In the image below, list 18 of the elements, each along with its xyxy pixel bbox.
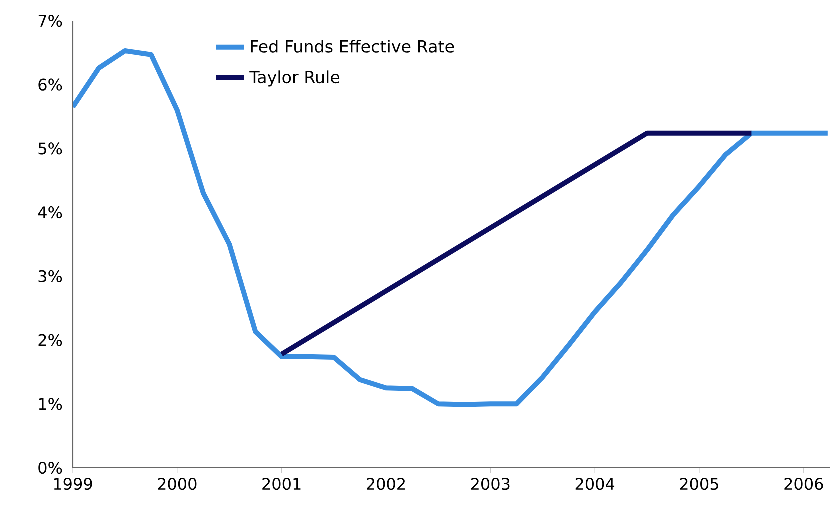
y-tick-label: 2% xyxy=(38,334,62,346)
y-tick-label: 1% xyxy=(39,398,62,410)
x-tick-label: 1999 xyxy=(54,478,92,490)
x-tick-label: 2004 xyxy=(576,478,615,490)
x-tick-label: 2005 xyxy=(680,478,718,490)
y-tick-label: 5% xyxy=(38,142,62,155)
y-tick-label: 6% xyxy=(38,78,62,91)
x-tick-label: 2003 xyxy=(471,478,510,490)
legend-label: Fed Funds Effective Rate xyxy=(251,40,454,53)
y-tick-label: 0% xyxy=(38,462,62,474)
x-tick-label: 2000 xyxy=(158,478,197,490)
y-tick-label: 4% xyxy=(38,206,62,219)
x-tick-label: 2001 xyxy=(262,478,301,490)
x-tick-label: 2006 xyxy=(784,478,824,490)
y-tick-label: 7% xyxy=(38,14,62,28)
x-tick-label: 2002 xyxy=(367,478,405,490)
legend-label: Taylor Rule xyxy=(250,70,340,87)
y-tick-label: 3% xyxy=(38,270,62,282)
